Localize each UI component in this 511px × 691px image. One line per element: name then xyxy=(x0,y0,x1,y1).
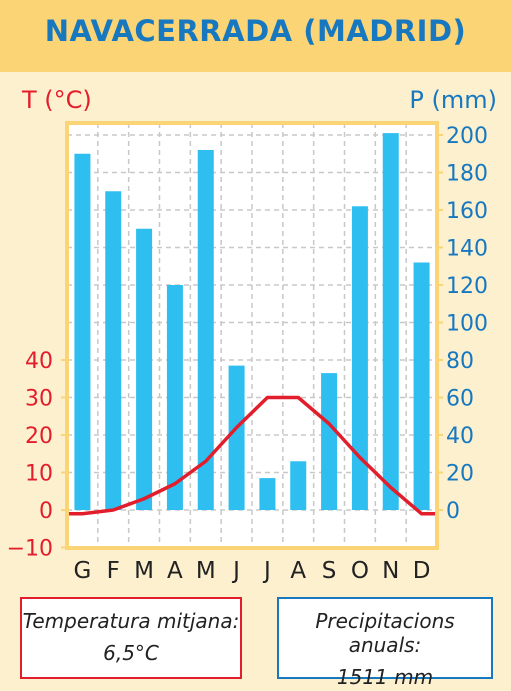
precipitation-tick-label: 80 xyxy=(446,349,474,374)
precipitation-axis-label: P (mm) xyxy=(409,86,497,114)
month-label: M xyxy=(134,558,154,584)
precipitation-bar xyxy=(321,373,338,510)
precipitation-bar xyxy=(166,285,183,510)
precipitation-bar xyxy=(197,150,214,510)
precipitation-bar xyxy=(74,153,91,510)
month-label: A xyxy=(167,558,183,584)
precipitation-bar xyxy=(382,133,399,510)
precipitation-bar xyxy=(259,478,276,510)
month-label: O xyxy=(351,558,369,584)
month-label: M xyxy=(196,558,216,584)
month-label: J xyxy=(231,558,240,584)
mean-temperature-box: Temperatura mitjana: 6,5°C xyxy=(20,597,242,679)
temperature-axis-label: T (°C) xyxy=(22,86,92,114)
precipitation-tick-label: 200 xyxy=(446,124,488,149)
annual-precipitation-label: Precipitacions anuals: xyxy=(315,609,455,657)
precipitation-tick-label: 120 xyxy=(446,274,488,299)
annual-precipitation-value: 1511 mm xyxy=(336,665,434,689)
precipitation-tick-label: 20 xyxy=(446,462,474,487)
annual-precipitation-box: Precipitacions anuals: 1511 mm xyxy=(277,597,493,689)
month-label: D xyxy=(413,558,431,584)
precipitation-tick-label: 140 xyxy=(446,237,488,262)
precipitation-tick-label: 40 xyxy=(446,424,474,449)
precipitation-tick-label: 100 xyxy=(446,312,488,337)
precipitation-bar xyxy=(136,228,153,510)
temperature-line xyxy=(67,395,437,516)
precipitation-tick-label: 180 xyxy=(446,162,488,187)
month-label: G xyxy=(74,558,92,584)
precipitation-bar xyxy=(105,191,122,510)
mean-temperature-value: 6,5°C xyxy=(103,641,159,665)
precipitation-tick-label: 160 xyxy=(446,199,488,224)
temperature-tick-label: 20 xyxy=(25,424,53,449)
temperature-tick-label: 30 xyxy=(25,387,53,412)
climograph: 200180160140120100806040200403020100−10G… xyxy=(7,121,488,584)
month-label: A xyxy=(290,558,306,584)
precipitation-bar xyxy=(228,365,245,510)
month-label: S xyxy=(322,558,337,584)
mean-temperature-label: Temperatura mitjana: xyxy=(22,609,240,633)
plot-frame xyxy=(65,121,439,550)
month-label: J xyxy=(262,558,271,584)
month-label: N xyxy=(382,558,399,584)
chart-title: NAVACERRADA (MADRID) xyxy=(44,14,467,48)
temperature-tick-label: −10 xyxy=(7,537,53,562)
title-bar: NAVACERRADA (MADRID) xyxy=(0,0,511,72)
temperature-tick-label: 40 xyxy=(25,349,53,374)
temperature-tick-label: 10 xyxy=(25,462,53,487)
month-label: F xyxy=(107,558,120,584)
precipitation-bar xyxy=(351,206,368,510)
precipitation-bar xyxy=(290,461,307,510)
precipitation-bar xyxy=(413,262,430,510)
precipitation-tick-label: 60 xyxy=(446,387,474,412)
temperature-tick-label: 0 xyxy=(39,499,53,524)
precipitation-tick-label: 0 xyxy=(446,499,460,524)
